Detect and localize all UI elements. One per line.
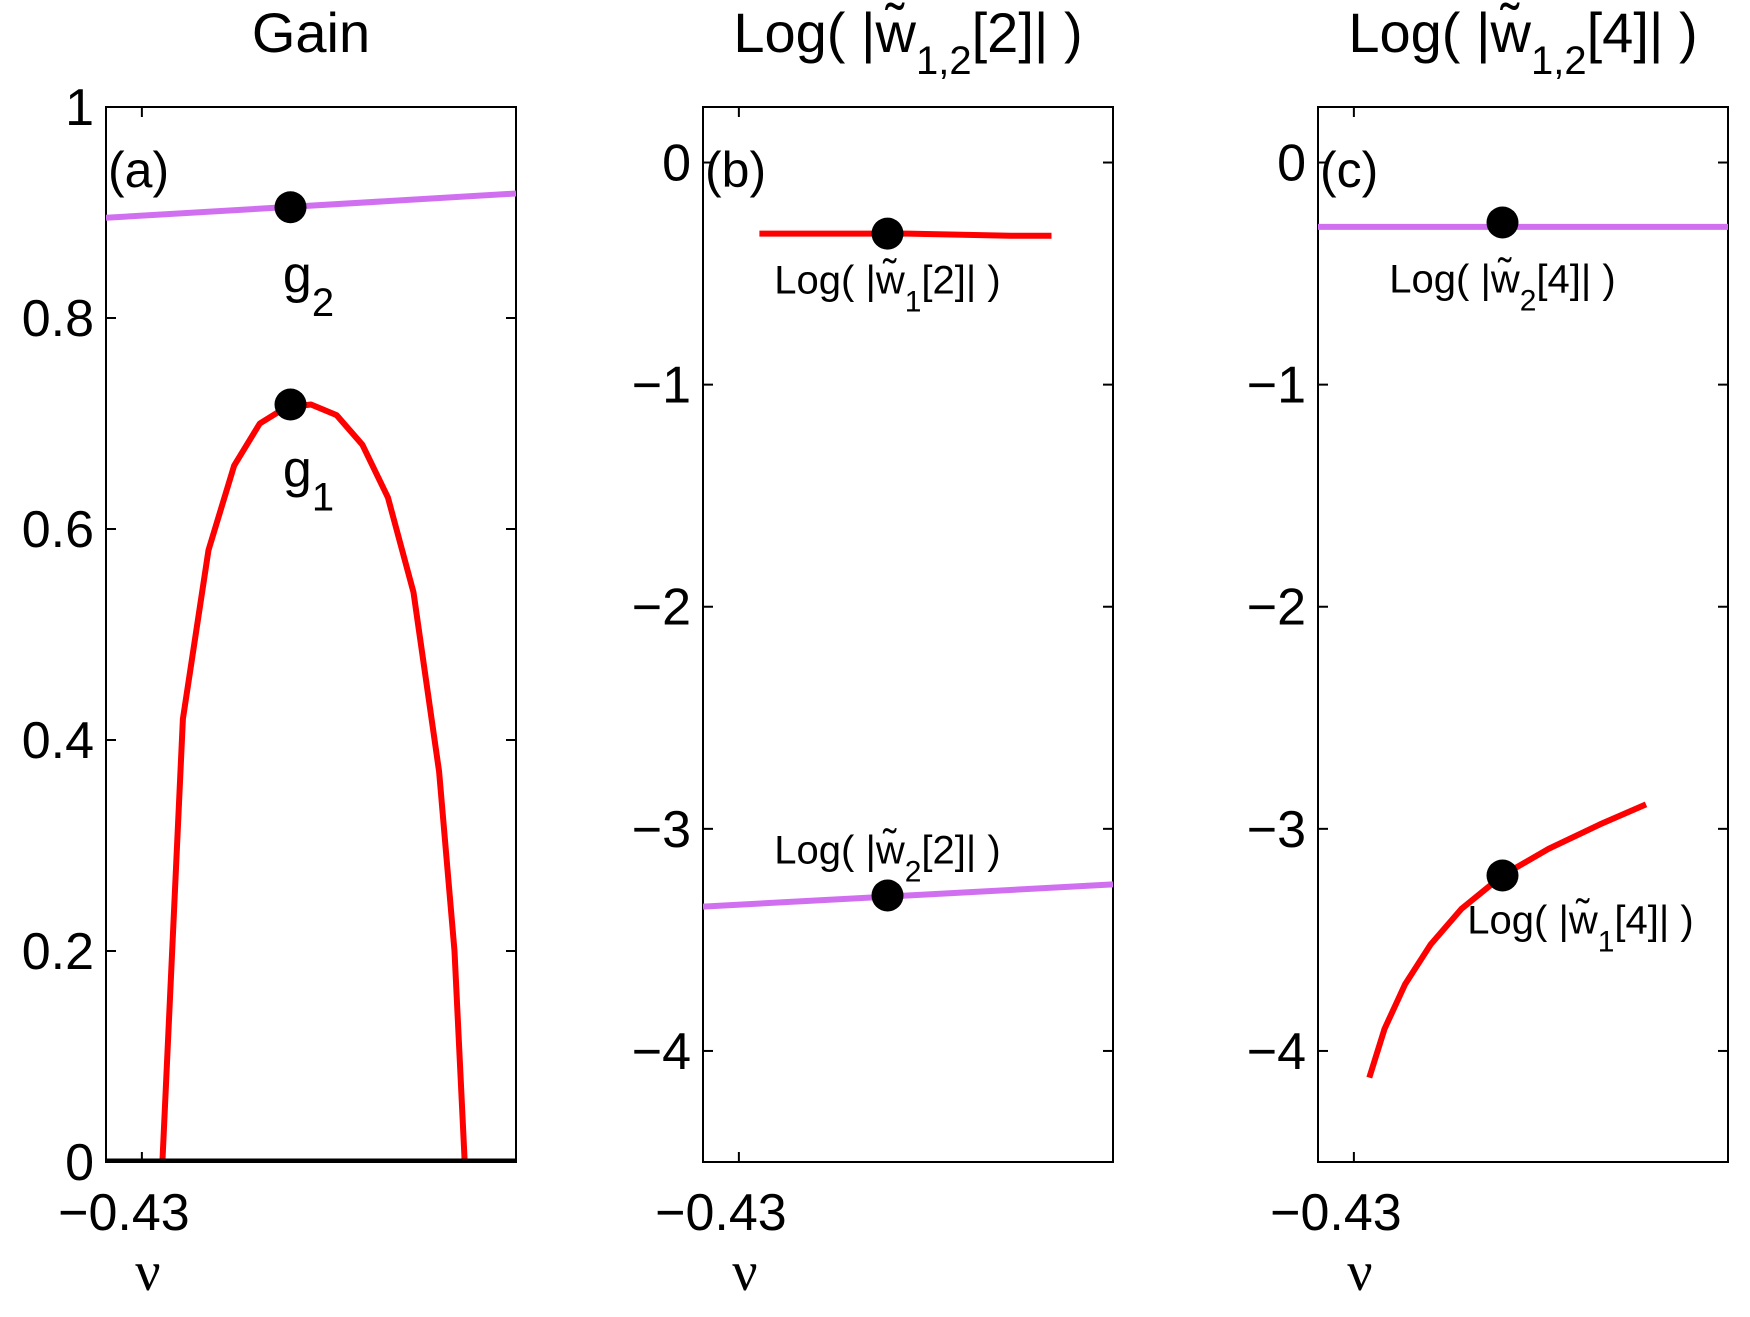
marker-point	[274, 388, 307, 421]
x-axis-label: ν	[135, 1241, 160, 1303]
y-tick-label: 0.8	[22, 290, 94, 348]
x-tick-label: −0.43	[655, 1184, 787, 1242]
x-tick-label: −0.43	[58, 1184, 190, 1242]
chart-title: Log( |w̃1,2[2]| )	[733, 1, 1082, 83]
annotation-subscript: 1	[1598, 925, 1615, 958]
y-tick-label: −3	[1247, 801, 1306, 859]
axes-box	[1317, 106, 1729, 1163]
point-annotation: g2	[283, 246, 334, 325]
annotation-text: g	[283, 441, 312, 499]
panel-label: (b)	[705, 142, 766, 198]
y-tick-label: 0	[662, 135, 691, 193]
series-line-g2	[106, 190, 516, 221]
x-tick-label: −0.43	[1270, 1184, 1402, 1242]
marker-point	[871, 217, 904, 250]
annotation-text: Log( |w̃	[1467, 898, 1598, 943]
panel-label: (a)	[108, 142, 169, 198]
annotation-tail: [2]| )	[921, 828, 1000, 872]
annotation-text: Log( |w̃	[1389, 257, 1520, 302]
x-axis-label: ν	[1347, 1241, 1372, 1303]
point-annotation: g1	[283, 441, 334, 520]
title-subscript: 1,2	[916, 39, 972, 83]
panel-label: (c)	[1320, 142, 1378, 198]
y-tick-label: −4	[632, 1023, 691, 1081]
y-tick-label: 0.4	[22, 712, 94, 770]
series-line-log-w1-4-	[1366, 801, 1648, 1079]
y-tick-label: −1	[1247, 357, 1306, 415]
y-tick-label: −3	[632, 801, 691, 859]
marker-point	[1486, 206, 1519, 239]
y-tick-label: 0.6	[22, 501, 94, 559]
annotation-text: Log( |w̃	[774, 828, 905, 873]
annotation-tail: [4]| )	[1536, 257, 1615, 301]
annotation-text: Log( |w̃	[774, 258, 905, 303]
marker-point	[871, 879, 904, 912]
annotation-subscript: 1	[312, 476, 334, 520]
marker-point	[274, 191, 307, 224]
point-annotation: Log( |w̃2[4]| )	[1389, 257, 1615, 318]
y-tick-label: 0	[1277, 135, 1306, 193]
title-tail: [4]| )	[1587, 1, 1698, 64]
point-annotation: Log( |w̃1[4]| )	[1467, 898, 1693, 959]
chart-title: Log( |w̃1,2[4]| )	[1348, 1, 1697, 83]
title-text: Log( |w̃	[733, 1, 916, 64]
y-tick-label: −2	[1247, 579, 1306, 637]
annotation-subscript: 2	[312, 281, 334, 325]
marker-point	[1486, 859, 1519, 892]
x-axis-label: ν	[732, 1241, 757, 1303]
axes-box	[702, 106, 1114, 1163]
annotation-tail: [4]| )	[1614, 898, 1693, 942]
series-line-log-w1-2-	[759, 230, 1052, 239]
y-tick-label: −2	[632, 579, 691, 637]
y-tick-label: 1	[65, 79, 94, 137]
y-tick-label: 0	[65, 1134, 94, 1192]
series-line-g1	[159, 401, 468, 1162]
y-tick-label: −1	[632, 357, 691, 415]
point-annotation: Log( |w̃2[2]| )	[774, 828, 1000, 889]
title-text: Log( |w̃	[1348, 1, 1531, 64]
title-subscript: 1,2	[1531, 39, 1587, 83]
y-tick-label: 0.2	[22, 923, 94, 981]
annotation-tail: [2]| )	[921, 259, 1000, 303]
y-tick-label: −4	[1247, 1023, 1306, 1081]
point-annotation: Log( |w̃1[2]| )	[774, 258, 1000, 319]
chart-title: Gain	[252, 1, 370, 64]
annotation-text: g	[283, 246, 312, 304]
annotation-subscript: 2	[905, 855, 922, 888]
title-tail: [2]| )	[972, 1, 1083, 64]
annotation-subscript: 1	[905, 286, 922, 319]
series-line-log-w2-2-	[703, 881, 1113, 910]
annotation-subscript: 2	[1520, 284, 1537, 317]
title-text: Gain	[252, 1, 370, 64]
